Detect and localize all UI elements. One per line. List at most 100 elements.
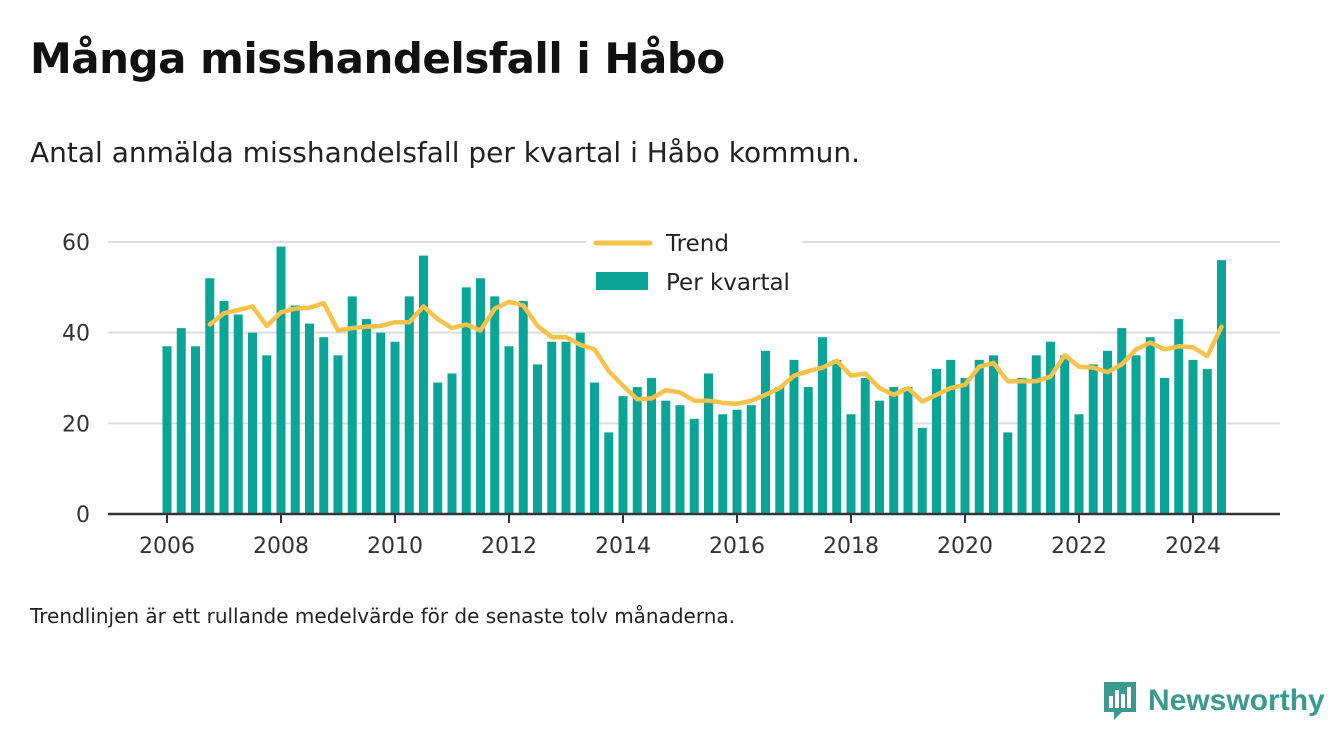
brand-logo[interactable]: Newsworthy [1102, 680, 1325, 722]
bar [219, 300, 229, 514]
legend: Trend Per kvartal [586, 224, 802, 306]
bar [932, 368, 941, 514]
y-tick-label: 0 [76, 503, 90, 528]
bar [604, 432, 614, 514]
bar [162, 346, 172, 514]
bar [333, 355, 343, 514]
bar [974, 359, 984, 514]
bar [689, 418, 699, 514]
x-tick-label: 2016 [709, 534, 765, 559]
bar [1017, 378, 1027, 514]
bar [376, 332, 386, 514]
bar [789, 359, 799, 514]
bar [1088, 364, 1098, 514]
bar [618, 396, 628, 514]
y-tick-label: 40 [62, 322, 90, 347]
bar [590, 382, 599, 514]
bar [775, 387, 785, 514]
legend-label-bars: Per kvartal [666, 270, 790, 296]
bar [319, 337, 329, 514]
chart-subtitle: Antal anmälda misshandelsfall per kvarta… [30, 136, 861, 169]
bar [803, 387, 813, 514]
bar [504, 346, 514, 514]
bar [946, 359, 956, 514]
bar [989, 355, 998, 514]
chart-title: Många misshandelsfall i Håbo [30, 34, 725, 83]
bar [533, 364, 542, 514]
bar [818, 337, 827, 514]
bar [176, 328, 186, 514]
bar [632, 387, 642, 514]
bar [917, 427, 927, 514]
bar [1174, 319, 1184, 514]
bar [704, 373, 713, 514]
x-tick-label: 2012 [481, 534, 537, 559]
bar [191, 346, 200, 514]
bar [290, 305, 300, 514]
bar [1003, 432, 1013, 514]
bar [362, 319, 371, 514]
chart-area: 0 20 40 60 2006 2008 2010 2012 2014 2016 2018 2020 2… [62, 224, 1280, 559]
bar [433, 382, 443, 514]
x-tick-label: 2022 [1051, 534, 1107, 559]
axes: 0 20 40 60 2006 2008 2010 2012 2014 2016 2018 2020 2… [62, 231, 1280, 559]
x-tick-label: 2014 [595, 534, 651, 559]
bar [647, 378, 656, 514]
x-tick-label: 2018 [823, 534, 879, 559]
bar [875, 400, 884, 514]
bar [575, 332, 585, 514]
bar [1202, 368, 1212, 514]
bar [490, 296, 500, 514]
bar [518, 300, 528, 514]
newsworthy-logo-icon [1104, 682, 1136, 720]
footnote: Trendlinjen är ett rullande medelvärde f… [30, 604, 736, 628]
bar [262, 355, 272, 514]
bar [675, 405, 685, 514]
bar [1217, 260, 1226, 514]
bar [347, 296, 357, 514]
brand-name: Newsworthy [1148, 684, 1325, 717]
bar [1160, 378, 1169, 514]
bar [1145, 337, 1155, 514]
bar [960, 378, 970, 514]
bar [1060, 355, 1070, 514]
trend-line-layer [207, 299, 1224, 407]
bar [903, 387, 913, 514]
bar [746, 405, 756, 514]
bar [1117, 328, 1127, 514]
x-tick-label: 2020 [937, 534, 993, 559]
bar [832, 359, 842, 514]
bar [461, 287, 471, 514]
bar [732, 409, 742, 514]
x-tick-label: 2006 [139, 534, 195, 559]
bar [205, 278, 215, 514]
bar [1074, 414, 1084, 514]
bar [305, 323, 314, 514]
bar [1131, 355, 1141, 514]
bar [447, 373, 457, 514]
legend-background [586, 224, 802, 306]
bar [248, 332, 257, 514]
x-tick-label: 2024 [1165, 534, 1221, 559]
bar [1046, 341, 1055, 514]
y-tick-label: 20 [62, 412, 90, 437]
bar [860, 378, 870, 514]
x-tick-label: 2010 [367, 534, 423, 559]
bar [561, 341, 571, 514]
legend-label-trend: Trend [665, 231, 729, 257]
x-tick-label: 2008 [253, 534, 309, 559]
bar [476, 278, 485, 514]
y-tick-label: 60 [62, 231, 90, 256]
trend-line [207, 299, 1224, 407]
bar [1031, 355, 1041, 514]
bar [718, 414, 728, 514]
bar [547, 341, 557, 514]
bar [1103, 350, 1112, 514]
bar [1188, 359, 1198, 514]
bar [276, 246, 286, 515]
bar [390, 341, 400, 514]
legend-swatch-bars [596, 272, 648, 290]
bar [661, 400, 671, 514]
bar [761, 350, 770, 514]
bar [404, 296, 414, 514]
